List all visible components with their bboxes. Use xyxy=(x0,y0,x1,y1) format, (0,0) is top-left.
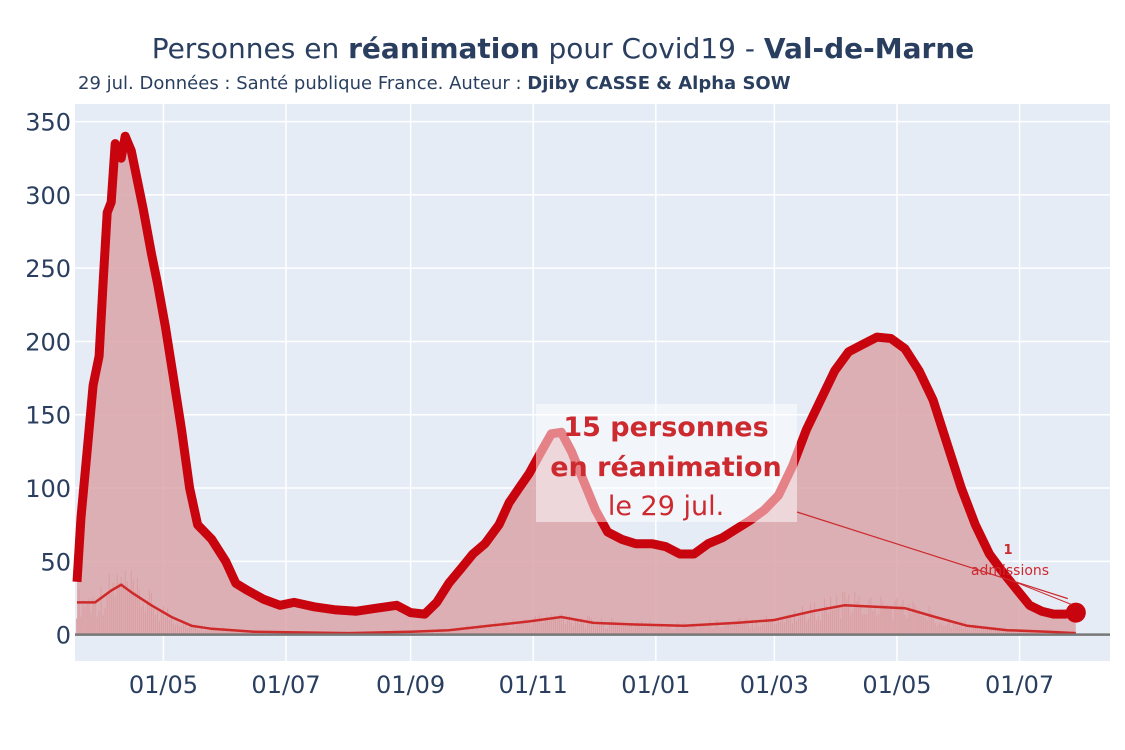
x-tick-label: 01/01 xyxy=(621,671,690,699)
chart-subtitle: 29 jul. Données : Santé publique France.… xyxy=(78,73,791,94)
y-tick-label: 0 xyxy=(56,622,71,650)
area-layer xyxy=(72,131,1110,636)
annotation-line-status: en réanimation xyxy=(550,452,782,483)
y-tick-label: 150 xyxy=(25,402,71,430)
y-tick-label: 50 xyxy=(40,548,71,576)
subtitle-authors: Djiby CASSE & Alpha SOW xyxy=(527,73,790,94)
x-tick-label: 01/07 xyxy=(985,671,1054,699)
annotation-box xyxy=(536,404,797,522)
y-tick-label: 300 xyxy=(25,182,71,210)
y-tick-label: 250 xyxy=(25,255,71,283)
x-tick-label: 01/09 xyxy=(376,671,445,699)
title-part4: Val-de-Marne xyxy=(764,32,974,65)
title-part2: réanimation xyxy=(348,32,539,65)
last-point-marker xyxy=(1065,602,1086,623)
x-tick-label: 01/07 xyxy=(251,671,320,699)
title-part1: Personnes en xyxy=(152,32,348,65)
y-tick-label: 100 xyxy=(25,475,71,503)
annotations: 15 personnes en réanimation le 29 jul. 1 adm… xyxy=(536,404,1073,606)
y-tick-label: 200 xyxy=(25,328,71,356)
x-tick-label: 01/11 xyxy=(499,671,568,699)
series-line-admissions xyxy=(77,583,1076,635)
area-fill xyxy=(77,136,1076,635)
admissions-arrow xyxy=(1009,579,1073,606)
title-part3: pour Covid19 - xyxy=(540,32,764,65)
x-tick-label: 01/03 xyxy=(740,671,809,699)
y-tick-label: 350 xyxy=(25,109,71,137)
x-tick-label: 01/05 xyxy=(129,671,198,699)
admissions-value: 1 xyxy=(1003,543,1012,558)
axis-ticks: 0 50 100 150 200 250 300 350 01/05 01/07 01/09 01/1… xyxy=(25,109,1054,699)
series-line-main xyxy=(72,131,1077,619)
subtitle-part1: 29 jul. Données : Santé publique France.… xyxy=(78,73,527,94)
x-tick-label: 01/05 xyxy=(862,671,931,699)
annotation-line-count: 15 personnes xyxy=(563,412,768,443)
admissions-label: admissions xyxy=(971,563,1049,579)
annotation-line-date: le 29 jul. xyxy=(608,491,724,522)
annotation-arrow xyxy=(796,511,1069,600)
chart-title: Personnes en réanimation pour Covid19 - … xyxy=(152,32,975,65)
